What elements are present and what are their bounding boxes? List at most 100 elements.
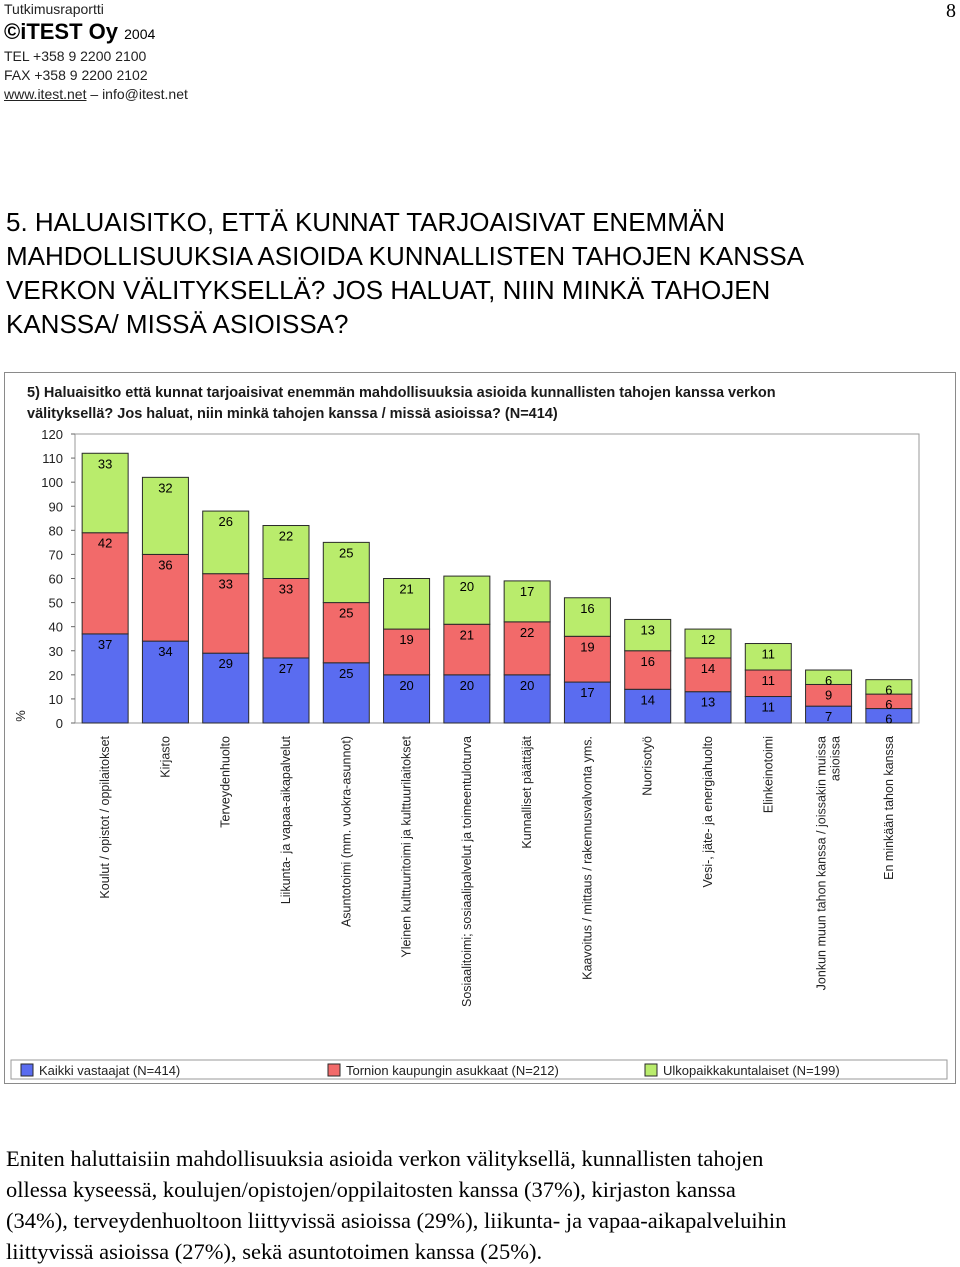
category-label: Sosiaalitoimi; sosiaalipalvelut ja toime… bbox=[460, 736, 474, 1007]
legend-label: Ulkopaikkakuntalaiset (N=199) bbox=[663, 1063, 840, 1078]
company-logo: ©iTEST Oy 2004 bbox=[4, 19, 504, 47]
bar-segment bbox=[443, 575, 491, 625]
summary-line: (34%), terveydenhuoltoon liittyvissä asi… bbox=[6, 1208, 787, 1233]
data-label: 36 bbox=[158, 557, 172, 572]
report-header: Tutkimusraportti ©iTEST Oy 2004 TEL +358… bbox=[4, 0, 504, 104]
stacked-bar-chart: 5) Haluaisitko että kunnat tarjoaisivat … bbox=[10, 385, 948, 1080]
data-label: 6 bbox=[825, 673, 832, 688]
data-label: 14 bbox=[701, 661, 715, 676]
chart-frame: 5) Haluaisitko että kunnat tarjoaisivat … bbox=[4, 372, 956, 1084]
bar-segment bbox=[684, 628, 732, 659]
data-label: 20 bbox=[460, 678, 474, 693]
category-label: Jonkun muun tahon kanssa / joissakin mui… bbox=[815, 736, 829, 990]
summary-paragraph: Eniten haluttaisiin mahdollisuuksia asio… bbox=[6, 1143, 951, 1267]
data-label: 14 bbox=[640, 692, 654, 707]
data-label: 11 bbox=[762, 700, 776, 715]
email-link[interactable]: info@itest.net bbox=[102, 86, 188, 102]
y-tick-label: 0 bbox=[56, 716, 63, 731]
contact-separator: – bbox=[90, 86, 99, 102]
summary-line: ollessa kyseessä, koulujen/opistojen/opp… bbox=[6, 1177, 736, 1202]
data-label: 16 bbox=[580, 601, 594, 616]
data-label: 22 bbox=[520, 625, 534, 640]
chart-title-line: 5) Haluaisitko että kunnat tarjoaisivat … bbox=[27, 385, 776, 401]
y-tick-label: 50 bbox=[49, 596, 63, 611]
y-tick-label: 40 bbox=[49, 620, 63, 635]
data-label: 19 bbox=[580, 639, 594, 654]
bar-segment bbox=[624, 618, 672, 652]
heading-line: VERKON VÄLITYKSELLÄ? JOS HALUAT, NIIN MI… bbox=[6, 275, 771, 305]
y-tick-label: 20 bbox=[49, 668, 63, 683]
y-tick-label: 80 bbox=[49, 523, 63, 538]
category-label: Kunnalliset päättäjät bbox=[520, 735, 534, 848]
bar-segment bbox=[503, 621, 551, 676]
bar-segment bbox=[322, 662, 370, 724]
bar-segment bbox=[443, 623, 491, 676]
data-label: 13 bbox=[701, 695, 715, 710]
data-label: 6 bbox=[885, 697, 892, 712]
data-label: 17 bbox=[580, 685, 594, 700]
heading-line: KANSSA/ MISSÄ ASIOISSA? bbox=[6, 309, 349, 339]
data-label: 11 bbox=[762, 673, 776, 688]
bar-segment bbox=[563, 681, 611, 724]
category-label: En minkään tahon kanssa bbox=[882, 736, 896, 880]
data-label: 34 bbox=[158, 644, 172, 659]
data-label: 19 bbox=[399, 632, 413, 647]
report-year: 2004 bbox=[124, 26, 156, 42]
legend-label: Tornion kaupungin asukkaat (N=212) bbox=[346, 1063, 559, 1078]
y-axis-label: % bbox=[13, 710, 28, 722]
legend-swatch bbox=[327, 1063, 341, 1077]
bar-segment bbox=[744, 643, 792, 671]
data-label: 21 bbox=[399, 582, 413, 597]
data-label: 33 bbox=[218, 577, 232, 592]
data-label: 16 bbox=[640, 654, 654, 669]
data-label: 32 bbox=[158, 480, 172, 495]
category-label: Vesi-, jäte- ja energiahuolto bbox=[701, 736, 715, 888]
category-label: Kaavoitus / mittaus / rakennusvalvonta y… bbox=[580, 736, 594, 980]
legend-label: Kaikki vastaajat (N=414) bbox=[39, 1063, 180, 1078]
y-tick-label: 110 bbox=[42, 451, 63, 466]
bar-segment bbox=[202, 573, 250, 654]
category-label: asioissa bbox=[829, 736, 843, 781]
data-label: 29 bbox=[218, 656, 232, 671]
y-tick-label: 30 bbox=[49, 644, 63, 659]
data-label: 17 bbox=[520, 584, 534, 599]
category-label: Kirjasto bbox=[158, 736, 172, 778]
data-label: 20 bbox=[460, 579, 474, 594]
bar-segment bbox=[202, 652, 250, 724]
y-tick-label: 120 bbox=[41, 427, 63, 442]
category-label: Nuorisotyö bbox=[641, 736, 655, 796]
bar-segment bbox=[141, 553, 189, 642]
contact-links: www.itest.net – info@itest.net bbox=[4, 85, 504, 104]
data-label: 9 bbox=[825, 687, 832, 702]
legend bbox=[10, 1059, 948, 1080]
bar-segment bbox=[383, 578, 431, 630]
bar-segment bbox=[503, 580, 551, 623]
category-label: Terveydenhuolto bbox=[219, 736, 233, 828]
data-label: 7 bbox=[825, 709, 832, 724]
data-label: 20 bbox=[399, 678, 413, 693]
bar-segment bbox=[383, 674, 431, 724]
bar-segment bbox=[141, 640, 189, 724]
fax-number: FAX +358 9 2200 2102 bbox=[4, 67, 148, 83]
bar-segment bbox=[865, 679, 913, 695]
bar-segment bbox=[383, 628, 431, 676]
bar-segment bbox=[563, 635, 611, 683]
bar-segment bbox=[262, 525, 310, 579]
legend-swatch bbox=[644, 1063, 658, 1077]
bar-segment bbox=[563, 597, 611, 637]
y-tick-label: 70 bbox=[49, 547, 63, 562]
data-label: 42 bbox=[98, 536, 112, 551]
section-heading: 5. HALUAISITKO, ETTÄ KUNNAT TARJOAISIVAT… bbox=[6, 205, 951, 341]
plot-area bbox=[74, 433, 920, 724]
website-link[interactable]: www.itest.net bbox=[4, 86, 87, 102]
report-type: Tutkimusraportti bbox=[4, 1, 104, 17]
legend-swatch bbox=[20, 1063, 34, 1077]
data-label: 25 bbox=[339, 606, 353, 621]
data-label: 21 bbox=[460, 627, 474, 642]
data-label: 6 bbox=[885, 683, 892, 698]
summary-line: liittyvissä asioissa (27%), sekä asuntot… bbox=[6, 1239, 543, 1264]
category-label: Asuntotoimi (mm. vuokra-asunnot) bbox=[339, 736, 353, 927]
data-label: 33 bbox=[98, 456, 112, 471]
heading-line: 5. HALUAISITKO, ETTÄ KUNNAT TARJOAISIVAT… bbox=[6, 207, 725, 237]
data-label: 25 bbox=[339, 666, 353, 681]
